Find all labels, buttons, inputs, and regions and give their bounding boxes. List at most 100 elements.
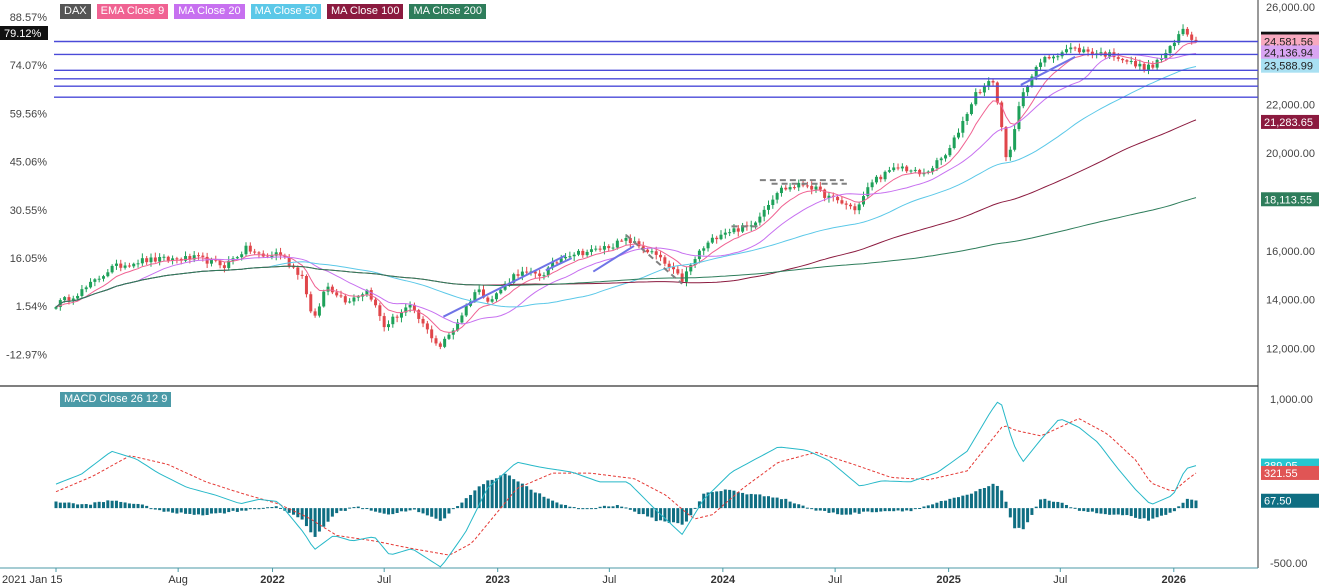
candle-down xyxy=(879,176,883,180)
candle-up xyxy=(568,256,572,258)
macd-histogram-bar xyxy=(1090,508,1094,512)
candle-up xyxy=(76,295,80,299)
macd-histogram-bar xyxy=(944,500,948,509)
candle-down xyxy=(1000,102,1004,128)
candle-down xyxy=(339,295,343,297)
overlay-value-label-bg xyxy=(1261,114,1319,129)
candle-up xyxy=(1008,149,1012,158)
macd-histogram-bar xyxy=(792,503,796,509)
macd-histogram-bar xyxy=(607,506,611,509)
macd-histogram-bar xyxy=(227,508,231,513)
macd-histogram-bar xyxy=(300,508,304,520)
macd-histogram-bar xyxy=(831,508,835,513)
time-tick-label: 2023 xyxy=(485,574,509,586)
macd-histogram-bar xyxy=(417,508,421,513)
candle-up xyxy=(162,256,166,258)
candle-down xyxy=(482,289,485,298)
macd-tick-label: -500.00 xyxy=(1270,558,1307,570)
macd-histogram-bar xyxy=(1043,498,1047,509)
macd-histogram-bar xyxy=(1052,501,1055,509)
candle-up xyxy=(97,278,101,280)
candle-down xyxy=(663,257,667,264)
candle-up xyxy=(1039,62,1043,67)
macd-histogram-bar xyxy=(762,496,766,509)
macd-histogram-bar xyxy=(672,508,675,523)
candle-down xyxy=(421,318,425,324)
macd-histogram-bar xyxy=(706,492,710,509)
legend-dax[interactable]: DAX xyxy=(60,4,91,19)
candle-up xyxy=(615,240,619,248)
macd-histogram-bar xyxy=(969,493,973,509)
percent-tick-label: 88.57% xyxy=(10,12,48,24)
macd-histogram-bar xyxy=(382,508,386,514)
candle-down xyxy=(538,273,542,277)
macd-histogram-bar xyxy=(257,508,261,510)
macd-histogram-bar xyxy=(132,503,136,509)
legend-ma-100[interactable]: MA Close 100 xyxy=(326,4,404,19)
candle-down xyxy=(1116,57,1120,59)
candle-down xyxy=(214,259,218,261)
macd-histogram-bar xyxy=(378,508,382,513)
candle-up xyxy=(551,262,555,268)
macd-histogram-bar xyxy=(162,508,166,512)
candle-up xyxy=(762,209,766,217)
candle-down xyxy=(805,185,809,187)
candle-down xyxy=(1004,127,1008,158)
candle-up xyxy=(779,187,783,194)
candle-down xyxy=(434,338,438,344)
candle-up xyxy=(322,291,326,307)
candle-down xyxy=(412,304,416,311)
percent-tick-label: 1.54% xyxy=(16,301,47,313)
macd-histogram-bar xyxy=(136,503,140,509)
candle-up xyxy=(270,255,274,257)
candle-down xyxy=(197,255,200,257)
macd-histogram-bar xyxy=(874,508,878,513)
candle-down xyxy=(1185,28,1189,35)
candle-down xyxy=(853,206,857,211)
candle-up xyxy=(456,322,460,331)
time-tick-label: 2024 xyxy=(711,574,736,586)
macd-histogram-bar xyxy=(145,505,149,509)
macd-histogram-bar xyxy=(343,508,347,511)
macd-histogram-bar xyxy=(1056,501,1060,509)
legend-ma-200[interactable]: MA Close 200 xyxy=(409,4,486,19)
overlay-ma-close-100 xyxy=(55,119,1197,308)
candle-up xyxy=(1082,49,1086,53)
candle-up xyxy=(132,263,136,267)
macd-histogram-bar xyxy=(1168,508,1172,513)
price-tick-label: 12,000.00 xyxy=(1266,343,1315,355)
macd-histogram-bar xyxy=(486,480,490,509)
macd-histogram-bar xyxy=(862,508,865,512)
macd-histogram-bar xyxy=(1077,508,1081,511)
macd-histogram-bar xyxy=(978,488,982,509)
candle-up xyxy=(365,290,369,295)
trendline xyxy=(1020,56,1076,86)
candle-down xyxy=(1047,56,1051,59)
macd-histogram-bar xyxy=(546,498,550,509)
overlay-value-label-bg xyxy=(1261,192,1319,207)
macd-histogram-bar xyxy=(84,504,88,509)
macd-histogram-bar xyxy=(905,508,909,511)
macd-histogram-bar xyxy=(425,508,429,516)
macd-histogram-bar xyxy=(1073,507,1077,509)
macd-histogram-bar xyxy=(106,500,110,509)
trendline xyxy=(442,254,566,318)
legend-ma-20[interactable]: MA Close 20 xyxy=(174,4,245,19)
macd-histogram-bar xyxy=(1125,508,1129,516)
macd-histogram-bar xyxy=(166,508,170,512)
legend-ema-9[interactable]: EMA Close 9 xyxy=(96,4,169,19)
macd-histogram-bar xyxy=(723,489,727,509)
overlay-value-label-bg xyxy=(1261,34,1319,49)
macd-histogram-bar xyxy=(1082,508,1086,512)
legend-ma-50[interactable]: MA Close 50 xyxy=(250,4,321,19)
macd-histogram-bar xyxy=(119,501,123,509)
macd-histogram-bar xyxy=(598,506,602,509)
candle-down xyxy=(736,228,740,232)
macd-histogram-bar xyxy=(805,507,809,509)
candle-up xyxy=(158,256,162,262)
candle-up xyxy=(1056,56,1060,58)
macd-legend[interactable]: MACD Close 26 12 9 xyxy=(60,392,172,407)
macd-histogram-bar xyxy=(870,508,874,513)
candle-up xyxy=(93,279,97,282)
